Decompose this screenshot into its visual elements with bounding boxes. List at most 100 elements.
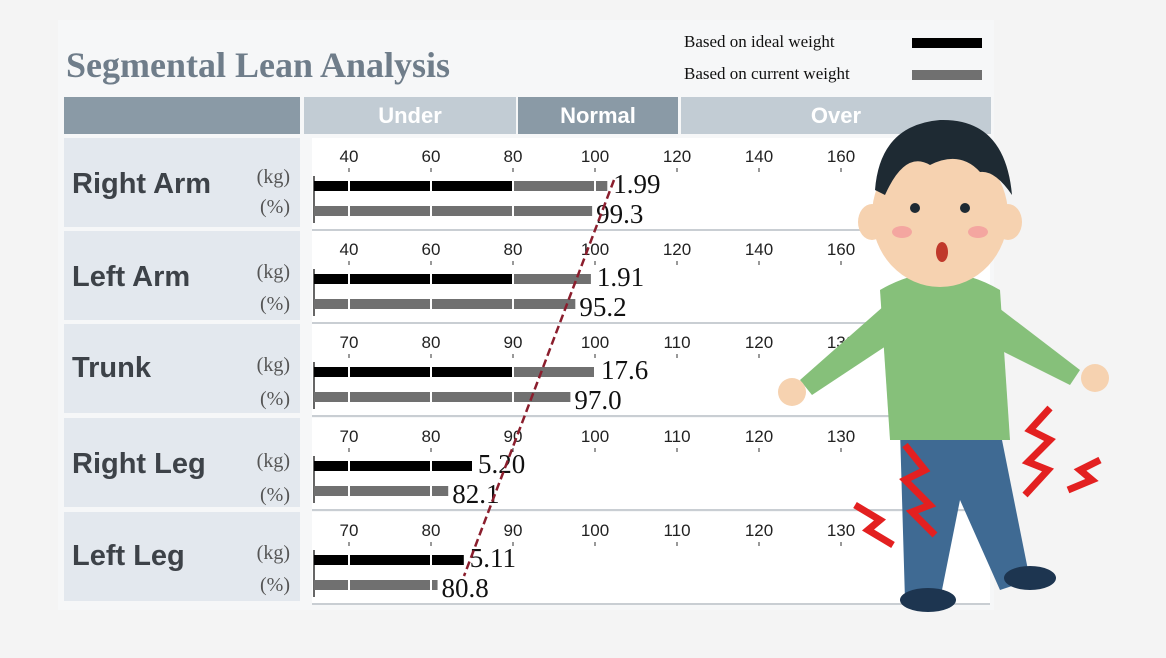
kg-bar-ideal <box>314 555 464 565</box>
kg-bar-current <box>514 274 591 284</box>
tick-label: 140 <box>745 240 773 259</box>
row-name: Trunk <box>72 352 151 384</box>
bar-gap <box>430 367 432 377</box>
kg-bar-current <box>514 181 608 191</box>
tick-label: 120 <box>745 521 773 540</box>
bar-gap <box>430 486 432 496</box>
unit-pct: (%) <box>260 196 290 218</box>
kg-value-label: 5.11 <box>470 543 516 573</box>
man-right-hand <box>1081 364 1109 392</box>
bar-gap <box>348 206 350 216</box>
bar-gap <box>512 367 514 377</box>
bar-gap <box>512 274 514 284</box>
unit-kg: (kg) <box>256 354 290 376</box>
row-name: Right Arm <box>72 168 212 200</box>
tick-label: 60 <box>422 240 441 259</box>
unit-pct: (%) <box>260 388 290 410</box>
pct-value-label: 80.8 <box>442 573 489 603</box>
kg-value-label: 1.91 <box>597 262 644 292</box>
pct-bar-current <box>314 206 593 216</box>
row-name: Left Leg <box>72 540 185 572</box>
legend-ideal: Based on ideal weight <box>684 32 835 52</box>
bar-gap <box>348 299 350 309</box>
bar-gap <box>430 580 432 590</box>
plot-right-arm: 40 60 80 100 120 140 160 1.99 99.3 <box>312 138 990 231</box>
tick-label: 90 <box>504 333 523 352</box>
row-label-left-leg: Left Leg (kg) (%) <box>64 512 300 601</box>
man-right-ear <box>994 204 1022 240</box>
bar-gap <box>348 181 350 191</box>
tick-label: 120 <box>663 240 691 259</box>
unit-pct: (%) <box>260 574 290 596</box>
header-normal: Normal <box>518 97 678 134</box>
tick-label: 120 <box>745 333 773 352</box>
unit-kg: (kg) <box>256 166 290 188</box>
row-name: Right Leg <box>72 448 206 480</box>
bar-gap <box>348 274 350 284</box>
tick-label: 110 <box>663 521 690 540</box>
tick-label: 130 <box>827 521 855 540</box>
tick-label: 120 <box>663 147 691 166</box>
pct-bar-current <box>314 580 438 590</box>
bar-gap <box>512 181 514 191</box>
header-blank <box>64 97 300 134</box>
plot-left-arm: 40 60 80 100 120 140 160 1.91 95.2 <box>312 231 990 324</box>
pct-bar-current <box>314 299 576 309</box>
plot-svg-trunk: 70 80 90 100 110 120 130 17.697.0 <box>313 333 855 415</box>
tick-label: 110 <box>663 427 690 446</box>
kg-value-label: 17.6 <box>601 355 648 385</box>
legend-current-swatch <box>912 70 982 80</box>
pain-mark-lower-right <box>1066 456 1102 494</box>
tick-label: 100 <box>581 333 609 352</box>
tick-label: 100 <box>581 147 609 166</box>
bar-gap <box>348 486 350 496</box>
tick-label: 140 <box>745 147 773 166</box>
tick-label: 80 <box>422 427 441 446</box>
tick-label: 40 <box>340 147 359 166</box>
bar-gap <box>348 555 350 565</box>
kg-bar-ideal <box>314 181 514 191</box>
row-label-trunk: Trunk (kg) (%) <box>64 324 300 413</box>
legend-current-label: Based on current weight <box>684 64 850 83</box>
unit-kg: (kg) <box>256 450 290 472</box>
tick-label: 80 <box>504 147 523 166</box>
bar-gap <box>348 367 350 377</box>
bar-gap <box>512 392 514 402</box>
man-right-shoe <box>1004 566 1056 590</box>
legend-ideal-label: Based on ideal weight <box>684 32 835 51</box>
pct-bar-current <box>314 392 571 402</box>
header-normal-label: Normal <box>560 102 636 128</box>
chart-title: Segmental Lean Analysis <box>66 45 451 85</box>
legend-current: Based on current weight <box>684 64 850 84</box>
bar-gap <box>348 392 350 402</box>
bar-gap <box>348 461 350 471</box>
bar-gap <box>430 299 432 309</box>
kg-value-label: 1.99 <box>613 169 660 199</box>
pct-value-label: 95.2 <box>579 292 626 322</box>
header-under-label: Under <box>378 102 442 128</box>
tick-label: 100 <box>581 521 609 540</box>
pain-mark-right <box>1021 405 1056 498</box>
header-over-label: Over <box>810 102 862 128</box>
tick-label: 90 <box>504 521 523 540</box>
tick-label: 80 <box>422 333 441 352</box>
bar-gap <box>594 181 596 191</box>
bar-gap <box>430 392 432 402</box>
plot-right-leg: 70 80 90 100 110 120 130 5.20 82.1 <box>312 418 990 511</box>
bar-gap <box>512 299 514 309</box>
row-label-right-leg: Right Leg (kg) (%) <box>64 418 300 507</box>
percent-mark: % <box>974 520 987 536</box>
tick-label: 110 <box>663 333 690 352</box>
tick-label: 130 <box>827 333 855 352</box>
unit-kg: (kg) <box>256 261 290 283</box>
pct-value-label: 97.0 <box>574 385 621 415</box>
row-label-left-arm: Left Arm (kg) (%) <box>64 231 300 320</box>
bar-gap <box>430 274 432 284</box>
header-over: Over <box>681 97 991 134</box>
unit-pct: (%) <box>260 293 290 315</box>
kg-bar-ideal <box>314 461 472 471</box>
